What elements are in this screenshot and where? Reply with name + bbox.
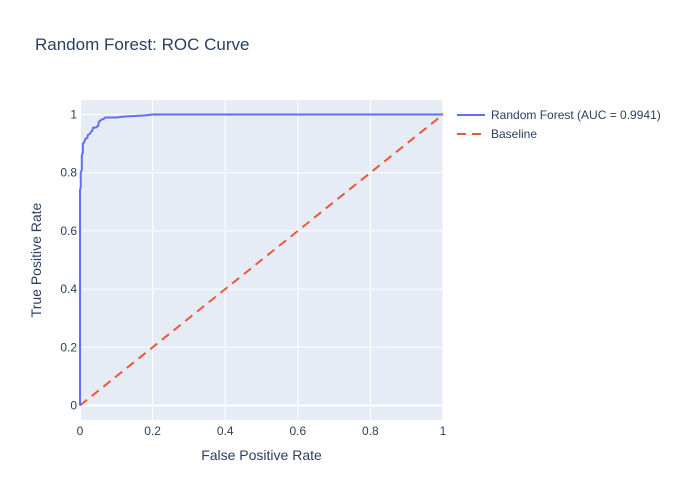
- x-axis-ticks: 0 0.2 0.4 0.6 0.8 1: [77, 424, 447, 438]
- y-tick-label: 0: [70, 398, 77, 412]
- series-layer: [79, 113, 444, 407]
- legend: Random Forest (AUC = 0.9941) Baseline: [457, 108, 661, 141]
- x-tick-label: 0.4: [217, 424, 234, 438]
- x-tick-label: 0.6: [289, 424, 306, 438]
- series-line-baseline: [79, 113, 444, 407]
- y-tick-label: 0.2: [60, 340, 77, 354]
- y-tick-label: 0.4: [60, 282, 77, 296]
- y-axis-ticks: 0 0.2 0.4 0.6 0.8 1: [60, 108, 77, 413]
- x-tick-label: 0.2: [144, 424, 161, 438]
- legend-label: Baseline: [491, 127, 537, 141]
- y-tick-label: 0.8: [60, 166, 77, 180]
- x-tick-label: 1: [440, 424, 447, 438]
- series-line-random-forest: [79, 113, 443, 406]
- x-tick-label: 0: [77, 424, 84, 438]
- y-axis-title: True Positive Rate: [28, 202, 44, 317]
- x-axis-title: False Positive Rate: [201, 447, 322, 463]
- y-tick-label: 1: [70, 108, 77, 122]
- legend-label: Random Forest (AUC = 0.9941): [491, 108, 661, 122]
- y-tick-label: 0.6: [60, 224, 77, 238]
- chart-title: Random Forest: ROC Curve: [35, 35, 249, 54]
- x-tick-label: 0.8: [362, 424, 379, 438]
